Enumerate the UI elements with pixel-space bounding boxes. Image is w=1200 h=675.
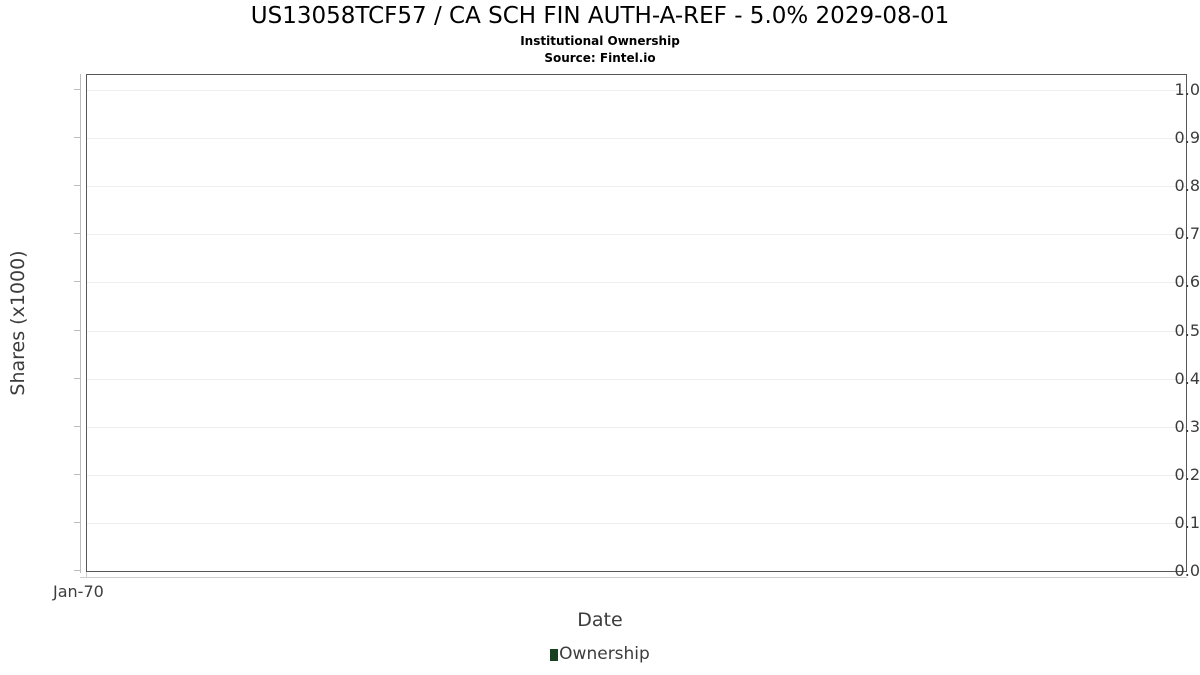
y-axis-tick-label: 0.4: [1174, 369, 1200, 388]
gridline: [87, 475, 1186, 476]
gridline: [87, 234, 1186, 235]
y-axis-tick: [74, 89, 81, 90]
y-axis-tick-label: 0.3: [1174, 417, 1200, 436]
y-axis-tick: [74, 426, 81, 427]
gridline: [87, 571, 1186, 572]
y-axis-tick: [74, 330, 81, 331]
gridline: [87, 282, 1186, 283]
y-axis-tick: [74, 185, 81, 186]
gridline: [87, 427, 1186, 428]
gridline: [87, 90, 1186, 91]
chart-title: US13058TCF57 / CA SCH FIN AUTH-A-REF - 5…: [250, 3, 950, 29]
y-axis-tick: [74, 233, 81, 234]
y-axis-tick-label: 0.1: [1174, 513, 1200, 532]
gridline: [87, 379, 1186, 380]
y-axis-tick-label: 0.5: [1174, 321, 1200, 340]
y-axis-tick: [74, 378, 81, 379]
y-axis-tick: [74, 137, 81, 138]
plot-area: [86, 74, 1187, 572]
legend-item-ownership[interactable]: Ownership: [550, 646, 650, 663]
x-axis-line: [80, 577, 1187, 578]
x-axis-title: Date: [577, 609, 623, 631]
y-axis-line: [80, 74, 81, 573]
chart-legend: Ownership: [0, 646, 1200, 663]
y-axis-tick-label: 0.2: [1174, 465, 1200, 484]
x-axis-tick-label: Jan-70: [53, 582, 104, 601]
y-axis-tick-label: 0.7: [1174, 224, 1200, 243]
gridline: [87, 138, 1186, 139]
y-axis-tick-label: 0.8: [1174, 176, 1200, 195]
gridline: [87, 523, 1186, 524]
gridline: [87, 331, 1186, 332]
y-axis-tick: [74, 474, 81, 475]
y-axis-tick: [74, 281, 81, 282]
y-axis-tick: [74, 522, 81, 523]
y-axis-tick-label: 0.6: [1174, 272, 1200, 291]
legend-item-label: Ownership: [559, 644, 650, 664]
chart-source-caption: Source: Fintel.io: [544, 51, 656, 65]
y-axis-tick-label: 0.0: [1174, 561, 1200, 580]
y-axis-title: Shares (x1000): [7, 250, 29, 396]
y-axis-tick-label: 1.0: [1174, 80, 1200, 99]
x-axis-tick: [86, 572, 87, 578]
y-axis-tick-label: 0.9: [1174, 128, 1200, 147]
y-axis-tick: [74, 570, 81, 571]
square-marker-icon: [550, 648, 559, 661]
gridline: [87, 186, 1186, 187]
chart-subtitle: Institutional Ownership: [520, 34, 680, 48]
